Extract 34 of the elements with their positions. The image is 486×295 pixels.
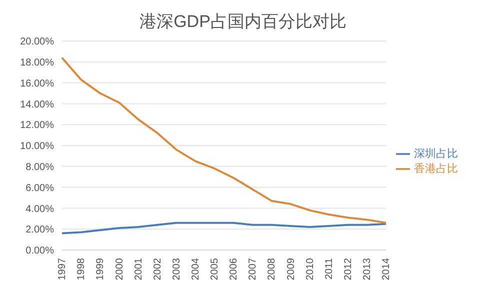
x-tick-label: 2006 [228,258,240,280]
x-tick-label: 2008 [266,258,278,280]
y-tick-label: 8.00% [26,162,54,173]
x-tick-label: 2013 [362,258,374,280]
y-tick-label: 18.00% [20,57,54,68]
x-tick-label: 1999 [95,258,106,280]
x-tick-label: 2003 [171,258,182,280]
x-tick-label: 2011 [324,258,335,280]
y-tick-label: 20.00% [20,36,54,48]
x-tick-label: 2009 [286,258,297,280]
line-series [61,56,387,224]
y-tick-label: 2.00% [26,224,54,236]
x-tick-label: 1997 [57,258,68,280]
x-tick-label: 2001 [133,258,144,280]
x-tick-label: 2000 [114,258,126,280]
line-series [61,222,387,234]
y-tick-label: 6.00% [26,182,54,194]
x-tick-label: 2004 [190,258,202,280]
x-tick-label: 2005 [210,258,221,280]
x-tick-label: 2002 [152,258,164,280]
legend-label: 香港占比 [414,163,458,175]
y-tick-label: 4.00% [26,204,54,215]
x-tick-label: 2014 [381,258,392,280]
y-tick-label: 12.00% [20,120,54,132]
x-tick-label: 2010 [304,258,316,280]
x-tick-label: 1998 [76,258,88,280]
y-tick-label: 14.00% [20,99,54,110]
y-tick-label: 16.00% [20,78,54,90]
legend-label: 深圳占比 [414,148,458,160]
x-tick-label: 2007 [248,258,259,280]
chart-title: 港深GDP占国内百分比对比 [138,11,348,33]
x-tick-label: 2012 [342,258,354,280]
y-tick-label: 10.00% [20,141,54,152]
y-tick-label: 0.00% [26,246,54,257]
